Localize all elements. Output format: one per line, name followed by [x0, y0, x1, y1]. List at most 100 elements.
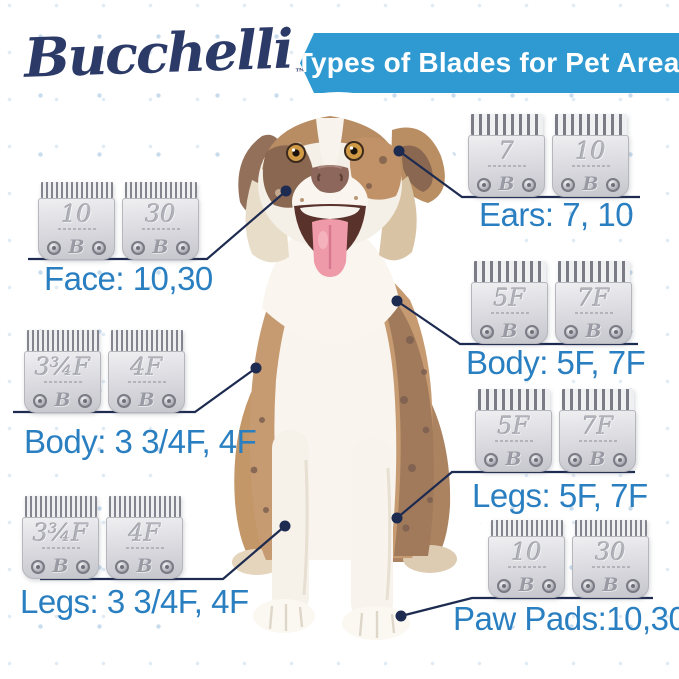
blade-number: 10 [511, 538, 542, 566]
dog-illustration [133, 92, 543, 660]
screw-icon [606, 178, 620, 192]
screw-icon [484, 453, 498, 467]
blade-teeth [110, 330, 183, 351]
blade-teeth [554, 114, 627, 135]
blade-number: 7F [577, 284, 610, 312]
label-paw-pads: Paw Pads:10,30 [453, 600, 679, 637]
blade-spec-line [571, 165, 610, 167]
screw-icon [160, 560, 174, 574]
blade-spec-line [57, 228, 96, 230]
blade-number: 5F [497, 412, 530, 440]
blade-b-logo: B [136, 554, 153, 577]
screw-icon [131, 241, 145, 255]
blade-10: 10 B [38, 182, 115, 260]
screw-icon [613, 453, 627, 467]
screw-icon [525, 325, 539, 339]
blade-4F: 4F B [106, 496, 183, 579]
blade-pair-legs-left: 3¾F B 4F B [22, 496, 183, 579]
blade-7: 7 B [468, 114, 545, 197]
blade-b-logo: B [54, 388, 71, 411]
blade-pair-body-left: 3¾F B 4F B [24, 330, 185, 413]
blade-b-logo: B [138, 388, 155, 411]
blade-b-logo: B [602, 573, 619, 596]
blade-3-3-4F: 3¾F B [22, 496, 99, 579]
screw-icon [480, 325, 494, 339]
banner-title: Types of Blades for Pet Areas [295, 47, 679, 78]
blade-teeth [473, 261, 546, 282]
blade-teeth [557, 261, 630, 282]
blade-3-3-4F: 3¾F B [24, 330, 101, 413]
blade-number: 30 [145, 200, 176, 228]
blade-spec-line [127, 381, 166, 383]
blade-number: 10 [61, 200, 92, 228]
blade-spec-line [125, 547, 164, 549]
blade-teeth [40, 182, 113, 198]
blade-pair-paw-pads: 10 B 30 B [488, 520, 649, 598]
dog-nose [311, 165, 349, 193]
screw-icon [117, 394, 131, 408]
callout-dots [250, 145, 407, 622]
screw-icon [477, 178, 491, 192]
blade-spec-line [487, 165, 526, 167]
blade-teeth [490, 520, 563, 536]
dog-eyes [286, 141, 364, 163]
blade-number: 3¾F [34, 353, 91, 381]
blade-spec-line [591, 566, 630, 568]
callout-ears [398, 150, 640, 199]
blade-b-logo: B [498, 172, 515, 195]
blade-teeth [108, 496, 181, 517]
blade-teeth [574, 520, 647, 536]
screw-icon [115, 560, 129, 574]
blade-number: 4F [128, 519, 161, 547]
blade-b-logo: B [52, 554, 69, 577]
screw-icon [529, 453, 543, 467]
blade-7F: 7F B [559, 389, 636, 472]
blade-number: 10 [575, 137, 606, 165]
label-face: Face: 10,30 [44, 260, 213, 297]
label-body-right: Body: 5F, 7F [466, 344, 646, 381]
blade-teeth [470, 114, 543, 135]
callout-body-right [396, 300, 638, 346]
blade-number: 30 [595, 538, 626, 566]
blade-b-logo: B [152, 235, 169, 258]
screw-icon [497, 579, 511, 593]
blade-b-logo: B [589, 447, 606, 470]
screw-icon [47, 241, 61, 255]
blade-5F: 5F B [471, 261, 548, 344]
screw-icon [78, 394, 92, 408]
screw-icon [564, 325, 578, 339]
screw-icon [76, 560, 90, 574]
blade-5F: 5F B [475, 389, 552, 472]
blade-pair-face: 10 B 30 B [38, 182, 199, 260]
blade-b-logo: B [505, 447, 522, 470]
blade-spec-line [41, 547, 80, 549]
blade-30: 30 B [122, 182, 199, 260]
label-ears: Ears: 7, 10 [479, 196, 634, 233]
dog-front-paws [253, 599, 410, 640]
blade-number: 7F [581, 412, 614, 440]
screw-icon [92, 241, 106, 255]
screw-icon [609, 325, 623, 339]
blade-spec-line [43, 381, 82, 383]
blade-10: 10 B [552, 114, 629, 197]
blade-spec-line [141, 228, 180, 230]
blade-10: 10 B [488, 520, 565, 598]
screw-icon [31, 560, 45, 574]
screw-icon [581, 579, 595, 593]
blade-4F: 4F B [108, 330, 185, 413]
blade-number: 7 [498, 137, 515, 165]
blade-b-logo: B [501, 319, 518, 342]
blade-spec-line [507, 566, 546, 568]
blade-b-logo: B [585, 319, 602, 342]
blade-spec-line [494, 440, 533, 442]
blade-pair-legs-right: 5F B 7F B [475, 389, 636, 472]
screw-icon [522, 178, 536, 192]
blade-teeth [26, 330, 99, 351]
callout-paw-pads [400, 596, 653, 618]
dog-front-legs [272, 430, 393, 623]
blade-spec-line [490, 312, 529, 314]
label-legs-left: Legs: 3 3/4F, 4F [20, 583, 249, 620]
callout-legs-right [396, 470, 635, 519]
